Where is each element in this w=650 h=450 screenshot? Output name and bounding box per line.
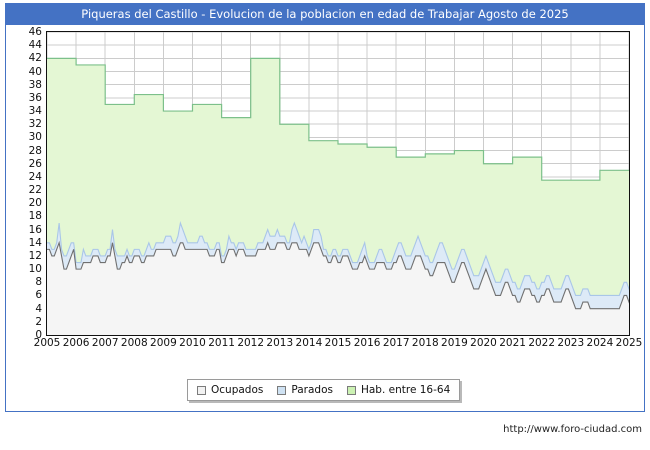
x-axis-tick: 2020: [470, 337, 497, 349]
y-axis-tick: 10: [28, 262, 42, 275]
y-axis-tick: 40: [28, 65, 42, 78]
footer-url: http://www.foro-ciudad.com: [503, 424, 642, 435]
window-title: Piqueras del Castillo - Evolucion de la …: [5, 3, 645, 25]
y-axis-tick: 16: [28, 223, 42, 236]
y-axis-tick: 2: [35, 315, 42, 328]
x-axis-tick: 2010: [179, 337, 206, 349]
x-axis-tick: 2016: [353, 337, 381, 349]
x-axis-tick: 2019: [441, 337, 468, 349]
x-axis-tick: 2005: [33, 337, 61, 349]
y-axis-tick: 38: [28, 78, 42, 91]
legend-label: Hab. entre 16-64: [360, 383, 451, 396]
x-axis-tick: 2006: [62, 337, 90, 349]
legend-swatch-icon: [277, 385, 287, 395]
y-axis-tick: 0: [35, 328, 42, 341]
x-axis-tick: 2013: [266, 337, 294, 349]
y-axis-tick: 4: [35, 302, 42, 315]
y-axis-tick: 14: [28, 236, 42, 249]
x-axis-tick: 2014: [295, 337, 323, 349]
x-axis-labels: 2005 2006 2007 2008 2009 2010 2011 2012 2013 2014…: [34, 337, 643, 354]
y-axis-tick: 12: [28, 249, 42, 262]
y-axis-tick: 44: [28, 38, 42, 51]
x-axis-tick: 2021: [499, 337, 526, 349]
y-axis-labels: 0 2 4 6 8 10 12 14 16 18 20 22 24 26 28 30 32 34 36 38 40 42 4…: [0, 27, 42, 340]
y-axis-tick: 26: [28, 157, 42, 170]
legend-item[interactable]: Parados: [277, 385, 333, 396]
y-axis-tick: 6: [35, 289, 42, 302]
x-axis-tick: 2011: [208, 337, 235, 349]
y-axis-tick: 36: [28, 91, 42, 104]
x-axis-tick: 2022: [528, 337, 556, 349]
x-axis-tick: 2023: [557, 337, 585, 349]
legend-swatch-icon: [197, 385, 206, 395]
y-axis-tick: 28: [28, 144, 42, 157]
y-axis-tick: 8: [35, 276, 42, 289]
y-axis-tick: 18: [28, 210, 42, 223]
legend-swatch-icon: [346, 385, 356, 395]
y-axis-tick: 42: [28, 52, 42, 65]
y-axis-tick: 20: [28, 197, 42, 209]
x-axis-tick: 2007: [91, 337, 119, 349]
x-axis-tick: 2018: [411, 337, 439, 349]
plot-box: [46, 31, 630, 336]
legend-label: Parados: [291, 383, 333, 396]
x-axis-tick: 2012: [237, 337, 265, 349]
x-axis-tick: 2015: [324, 337, 352, 349]
y-axis-tick: 24: [28, 170, 42, 183]
y-axis-tick: 46: [28, 25, 42, 38]
x-axis-tick: 2017: [382, 337, 410, 349]
chart-canvas: [47, 32, 629, 335]
legend-label: Ocupados: [211, 383, 264, 396]
legend-item[interactable]: Hab. entre 16-64: [346, 383, 451, 396]
y-axis-tick: 34: [28, 104, 42, 117]
x-axis-tick: 2025: [615, 337, 643, 349]
y-axis-tick: 22: [28, 183, 42, 196]
plot-area: [46, 31, 630, 336]
y-axis-tick: 30: [28, 131, 42, 144]
x-axis-tick: 2024: [586, 337, 614, 349]
x-axis-tick: 2009: [150, 337, 177, 349]
chart-legend: Ocupados Parados Hab. entre 16-64: [187, 379, 461, 401]
legend-item[interactable]: Ocupados: [197, 385, 263, 396]
x-axis-tick: 2008: [120, 337, 148, 349]
y-axis-tick: 32: [28, 117, 42, 130]
